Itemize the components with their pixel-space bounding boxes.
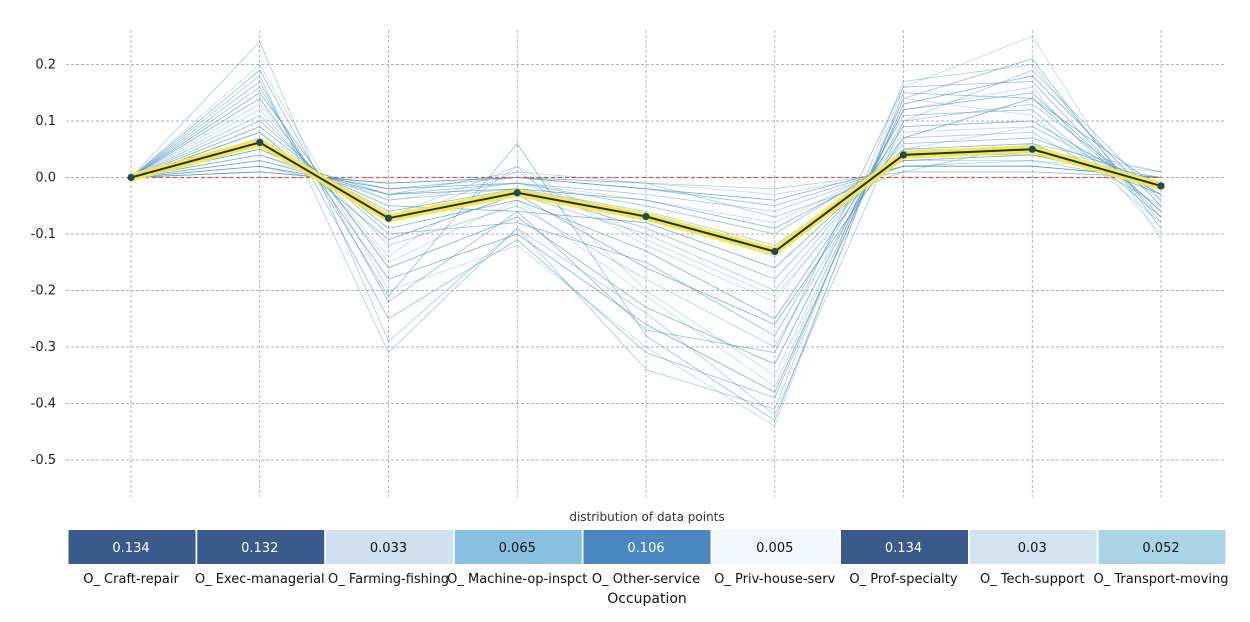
distribution-cell	[712, 530, 840, 564]
average-point	[899, 151, 908, 159]
ice-line	[130, 165, 1162, 201]
category-label: O_ Craft-repair	[83, 572, 179, 587]
average-point	[127, 173, 135, 182]
ice-line	[130, 86, 1162, 422]
distribution-title: distribution of data points	[569, 510, 724, 524]
average-point	[384, 214, 393, 222]
distribution-value: 0.132	[241, 541, 278, 556]
grid-layer	[66, 30, 1226, 497]
y-tick-label: 0.0	[35, 171, 56, 186]
category-label: O_ Other-service	[592, 572, 700, 587]
y-tick-label: -0.2	[31, 284, 56, 299]
distribution-cell	[454, 530, 582, 564]
distribution-value: 0.134	[112, 541, 149, 556]
category-label: O_ Prof-specialty	[849, 572, 958, 587]
ice-line	[130, 171, 1162, 195]
average-markers	[127, 138, 1165, 256]
distribution-cell	[841, 530, 968, 564]
distribution-value: 0.106	[627, 541, 664, 556]
category-labels: O_ Craft-repair O_ Exec-managerial O_ Farm…	[83, 572, 1228, 587]
ice-line	[130, 41, 1162, 416]
distribution-value: 0.005	[756, 541, 793, 556]
ice-line	[130, 69, 1162, 354]
distribution-cell	[969, 530, 1097, 564]
average-point	[1028, 145, 1036, 153]
y-tick-label: -0.1	[31, 227, 56, 242]
distribution-strip: 0.134 0.132 0.033 0.065 0.106 0.005 0.134 0.03 0…	[68, 530, 1226, 564]
y-tick-labels: 0.2 0.1 0.0 -0.1 -0.2 -0.3 -0.4 -0.5	[31, 58, 56, 469]
distribution-value: 0.052	[1142, 541, 1179, 556]
y-tick-label: 0.2	[35, 58, 56, 73]
distribution-cell	[1098, 530, 1226, 564]
average-point	[642, 212, 650, 221]
distribution-value: 0.03	[1018, 541, 1047, 556]
x-axis-label: Occupation	[607, 591, 687, 607]
distribution-value: 0.033	[370, 541, 407, 556]
y-tick-label: -0.3	[31, 340, 56, 355]
ice-line	[130, 171, 1162, 190]
category-label: O_ Machine-op-inspct	[447, 572, 587, 587]
distribution-value: 0.134	[885, 541, 922, 556]
y-tick-label: -0.5	[31, 453, 56, 468]
ice-line	[130, 97, 1162, 388]
distribution-cell	[68, 530, 196, 564]
average-point	[256, 138, 264, 147]
distribution-cell	[583, 530, 711, 564]
average-point	[1157, 182, 1165, 190]
category-label: O_ Farming-fishing	[328, 572, 449, 587]
distribution-cell	[197, 530, 325, 564]
category-label: O_ Transport-moving	[1094, 572, 1229, 587]
ice-line	[130, 58, 1162, 399]
average-point	[513, 189, 521, 197]
category-label: O_ Priv-house-serv	[714, 572, 835, 587]
y-tick-label: 0.1	[35, 114, 56, 129]
distribution-value: 0.065	[499, 541, 536, 556]
y-tick-label: -0.4	[31, 397, 56, 412]
category-label: O_ Exec-managerial	[195, 572, 325, 587]
category-label: O_ Tech-support	[980, 572, 1085, 587]
ice-line	[130, 126, 1162, 303]
ice-line	[130, 92, 1162, 365]
average-point	[771, 247, 779, 256]
ice-line	[130, 35, 1162, 427]
distribution-cell	[326, 530, 453, 564]
